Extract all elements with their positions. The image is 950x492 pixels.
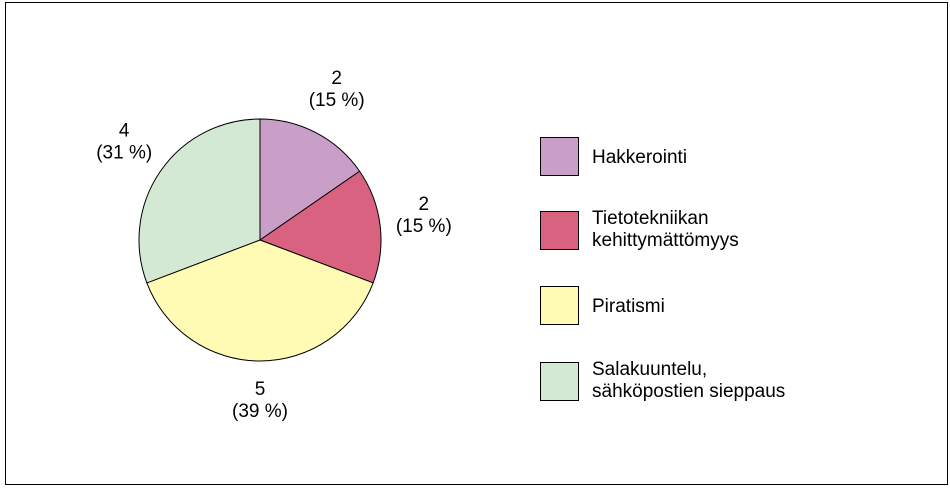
legend-label: Salakuuntelu, sähköpostien sieppaus [592, 359, 785, 402]
legend-swatch [540, 286, 579, 325]
legend-label: Hakkerointi [592, 147, 687, 168]
legend-swatch [540, 362, 579, 401]
pie-slice [146, 239, 374, 362]
slice-value-label: 4 [119, 120, 130, 141]
slice-value-label: 2 [419, 194, 430, 215]
legend-label: Tietotekniikan kehittymättömyys [592, 208, 739, 251]
legend-swatch [540, 137, 579, 176]
slice-percent-label: (39 %) [232, 401, 288, 422]
pie-slice [258, 170, 382, 284]
legend-swatch [540, 211, 579, 250]
slice-percent-label: (15 %) [396, 216, 452, 237]
pie-slice [259, 118, 361, 241]
slice-value-label: 5 [255, 379, 266, 400]
slice-percent-label: (31 %) [96, 142, 152, 163]
pie-slice [138, 118, 261, 284]
legend-label: Piratismi [592, 296, 665, 317]
slice-percent-label: (15 %) [309, 90, 365, 111]
slice-value-label: 2 [331, 68, 342, 89]
